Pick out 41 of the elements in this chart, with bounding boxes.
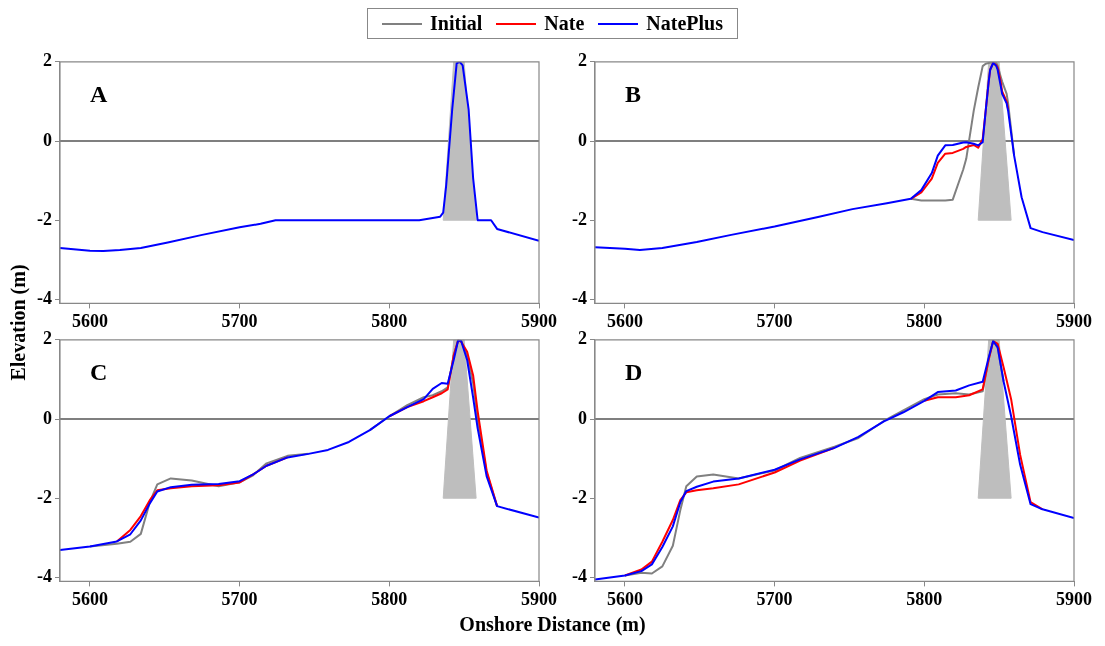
y-tick-label: -4	[571, 566, 587, 587]
y-tick-label: 0	[577, 407, 587, 428]
y-tick-label: -4	[36, 288, 52, 309]
x-tick-label: 5600	[606, 588, 643, 609]
x-tick-label: 5900	[1056, 310, 1092, 331]
y-tick-label: 2	[577, 328, 587, 349]
y-tick-label: 2	[42, 50, 52, 71]
x-tick-label: 5800	[906, 588, 943, 609]
x-tick-label: 5700	[756, 310, 793, 331]
x-tick-label: 5800	[906, 310, 943, 331]
y-tick-label: -2	[571, 486, 587, 507]
x-tick-label: 5800	[371, 310, 408, 331]
y-tick-label: 2	[577, 50, 587, 71]
x-tick-label: 5900	[1056, 588, 1092, 609]
x-tick-label: 5600	[71, 588, 108, 609]
x-tick-label: 5800	[371, 588, 408, 609]
annotation: B	[624, 81, 642, 107]
x-tick-label: 5900	[521, 588, 557, 609]
x-tick-label: 5700	[221, 310, 258, 331]
x-tick-label: 5700	[756, 588, 793, 609]
legend-label: NatePlus	[646, 12, 723, 35]
annotation: A	[89, 81, 108, 107]
x-tick-label: 5900	[521, 310, 557, 331]
legend-label: Nate	[544, 12, 585, 35]
x-tick-label: 5700	[221, 588, 258, 609]
x-tick-label: 5600	[606, 310, 643, 331]
x-axis-title: Onshore Distance (m)	[458, 613, 647, 636]
y-tick-label: 2	[42, 328, 52, 349]
y-tick-label: 0	[577, 129, 587, 150]
y-tick-label: -4	[571, 288, 587, 309]
annotation: C	[89, 359, 108, 385]
annotation: D	[624, 359, 643, 385]
y-tick-label: -2	[36, 208, 52, 229]
y-axis-title: Elevation (m)	[6, 263, 30, 383]
y-tick-label: 0	[42, 407, 52, 428]
x-tick-label: 5600	[71, 310, 108, 331]
y-tick-label: -4	[36, 566, 52, 587]
y-tick-label: -2	[571, 208, 587, 229]
legend-label: Initial	[430, 12, 483, 35]
y-tick-label: -2	[36, 486, 52, 507]
y-tick-label: 0	[42, 129, 52, 150]
